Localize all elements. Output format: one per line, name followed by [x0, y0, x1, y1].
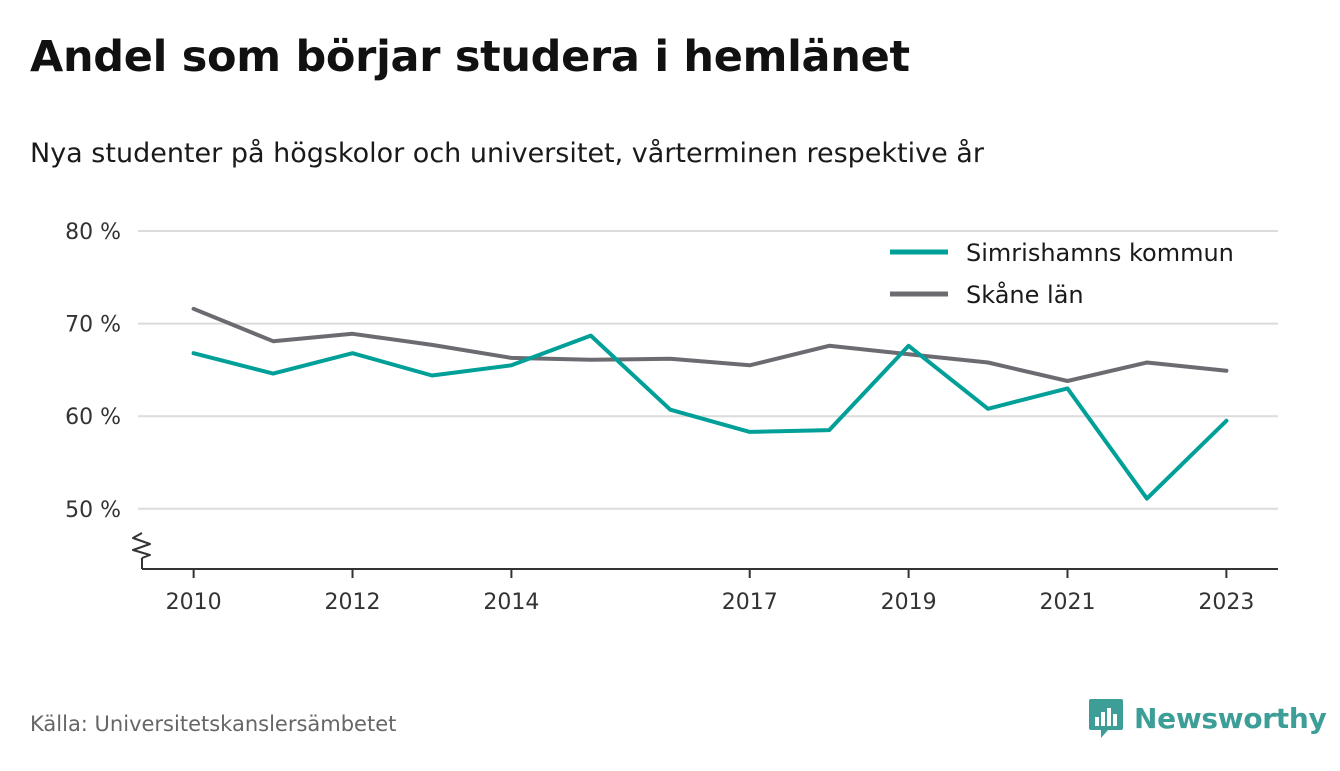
- bar-chart-speech-bubble-icon: [1089, 699, 1123, 738]
- y-tick-label: 80 %: [65, 220, 121, 245]
- line-chart: 50 % 60 % 70 % 80 % 2010 2012 2014 2017 2019 202…: [65, 220, 1278, 615]
- x-tick-label: 2023: [1198, 590, 1254, 615]
- x-tick-label: 2019: [881, 590, 937, 615]
- legend-entry: Skåne län: [890, 280, 1084, 309]
- x-tick-label: 2014: [483, 590, 539, 615]
- legend-label: Skåne län: [966, 280, 1084, 309]
- x-tick-label: 2010: [166, 590, 222, 615]
- y-axis: 50 % 60 % 70 % 80 %: [65, 220, 151, 569]
- axis-break-icon: [132, 532, 151, 559]
- chart-subtitle: Nya studenter på högskolor och universit…: [30, 138, 984, 169]
- series-line-sk-ne-l-n: [191, 306, 1229, 383]
- x-tick-label: 2021: [1039, 590, 1095, 615]
- y-tick-label: 50 %: [65, 498, 121, 523]
- chart-title: Andel som börjar studera i hemlänet: [30, 32, 910, 82]
- x-tick-label: 2012: [325, 590, 381, 615]
- y-tick-label: 70 %: [65, 313, 121, 338]
- legend-entry: Simrishamns kommun: [890, 239, 1234, 267]
- legend-label: Simrishamns kommun: [966, 239, 1234, 267]
- legend: Simrishamns kommun Skåne län: [890, 239, 1234, 309]
- series-line-simrishamns-kommun: [191, 333, 1229, 501]
- brand-logo: Newsworthy: [1088, 697, 1327, 739]
- x-tick-label: 2017: [722, 590, 778, 615]
- x-axis: 2010 2012 2014 2017 2019 2021 2023: [142, 568, 1278, 615]
- brand-name: Newsworthy: [1134, 701, 1327, 735]
- source-note: Källa: Universitetskanslersämbetet: [30, 712, 397, 736]
- series-lines: [191, 306, 1229, 501]
- y-tick-label: 60 %: [65, 405, 121, 430]
